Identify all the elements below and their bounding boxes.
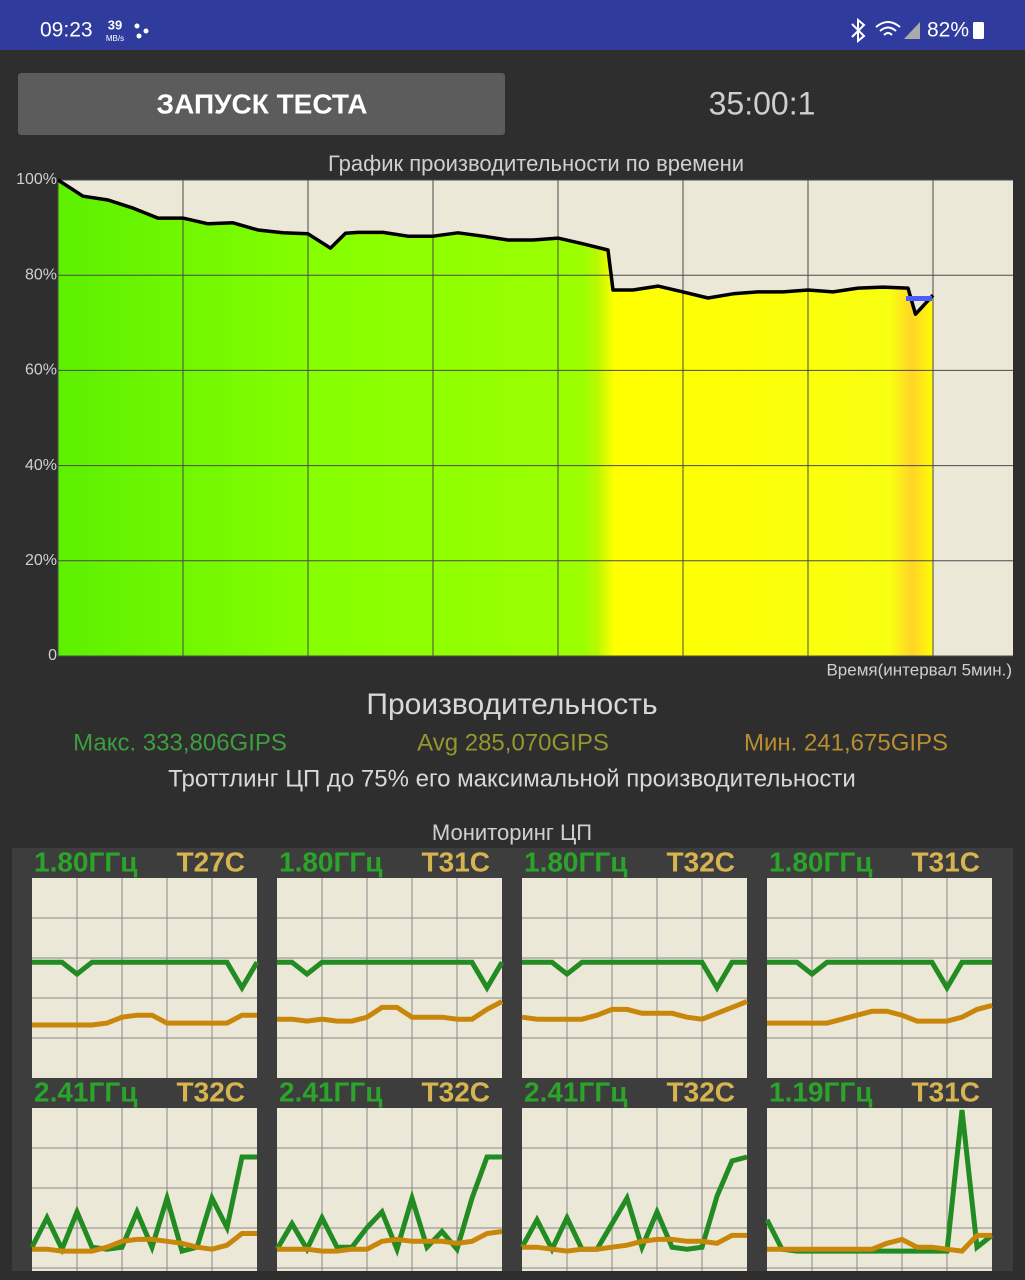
core-frequency: 1.80ГГц [524,846,627,877]
frequency-line [767,959,992,993]
temperature-line [767,1002,993,1026]
throttling-text: Троттлинг ЦП до 75% его максимальной про… [168,765,856,792]
status-dots-icon [134,23,149,39]
y-tick-label: 40% [25,457,57,474]
y-tick-label: 20% [25,552,57,569]
core-frequency: 2.41ГГц [524,1076,627,1107]
core-frequency: 2.41ГГц [34,1076,137,1107]
signal-icon [904,22,920,39]
bluetooth-icon [851,17,866,44]
core-temperature: T32C [422,1076,490,1107]
temperature-line [32,1231,257,1254]
chart-title: График производительности по времени [328,151,744,176]
battery-icon [973,22,984,39]
core-frequency: 1.80ГГц [279,846,382,877]
core-temperature: T31C [912,846,980,877]
core-plot [277,1108,502,1271]
core-frequency: 1.80ГГц [769,846,872,877]
frequency-line [522,959,747,993]
temperature-line [522,1232,747,1254]
status-time: 09:23 [40,19,93,42]
performance-line [57,178,935,316]
frequency-line [29,1154,257,1256]
core-plot [767,878,992,1078]
core-temperature: T31C [422,846,490,877]
core-frequency: 1.80ГГц [34,846,137,877]
core-temperature: T31C [912,1076,980,1107]
monitor-title: Мониторинг ЦП [432,820,592,845]
y-tick-label: 0 [48,647,57,664]
y-tick-label: 80% [25,266,57,283]
status-bar [0,0,1025,50]
temperature-line [32,1012,257,1028]
performance-max: Макс. 333,806GIPS [73,729,287,756]
temperature-line [277,999,504,1024]
temperature-line [277,1229,503,1254]
start-test-button[interactable] [18,73,505,135]
start-test-label[interactable]: ЗАПУСК ТЕСТА [157,88,368,119]
core-temperature: T32C [667,846,735,877]
core-plot [522,1108,747,1271]
current-marker [906,296,932,301]
frequency-line [277,959,505,993]
core-temperature: T32C [177,1076,245,1107]
y-tick-label: 60% [25,362,57,379]
frequency-line [32,959,260,993]
core-temperature: T27C [177,846,245,877]
wifi-icon [875,21,901,36]
core-temperature: T32C [667,1076,735,1107]
core-plot [32,1108,257,1271]
core-frequency: 2.41ГГц [279,1076,382,1107]
frequency-line [519,1154,748,1255]
x-axis-label: Время(интервал 5мин.) [826,660,1012,679]
core-frequency: 1.19ГГц [769,1076,872,1107]
status-battery: 82% [927,19,969,42]
performance-area [58,180,933,656]
cpu-monitors: 1.80ГГц T27C 1.80ГГц T31C 1.80ГГц T32C 1.80ГГц… [29,846,994,1271]
temperature-line [767,1232,992,1254]
performance-avg: Avg 285,070GIPS [417,729,609,756]
y-tick-label: 100% [16,171,57,188]
main-chart: 0 20% 40% 60% 80% 100% [16,171,1013,664]
timer: 35:00:1 [709,85,816,121]
status-speed-unit: MB/s [106,34,124,43]
core-plot [277,878,502,1078]
temperature-line [521,999,748,1022]
performance-min: Мин. 241,675GIPS [744,729,948,756]
performance-title: Производительность [366,688,657,721]
status-speed: 39 [108,17,122,32]
core-plot [32,878,257,1078]
frequency-line [274,1154,502,1257]
